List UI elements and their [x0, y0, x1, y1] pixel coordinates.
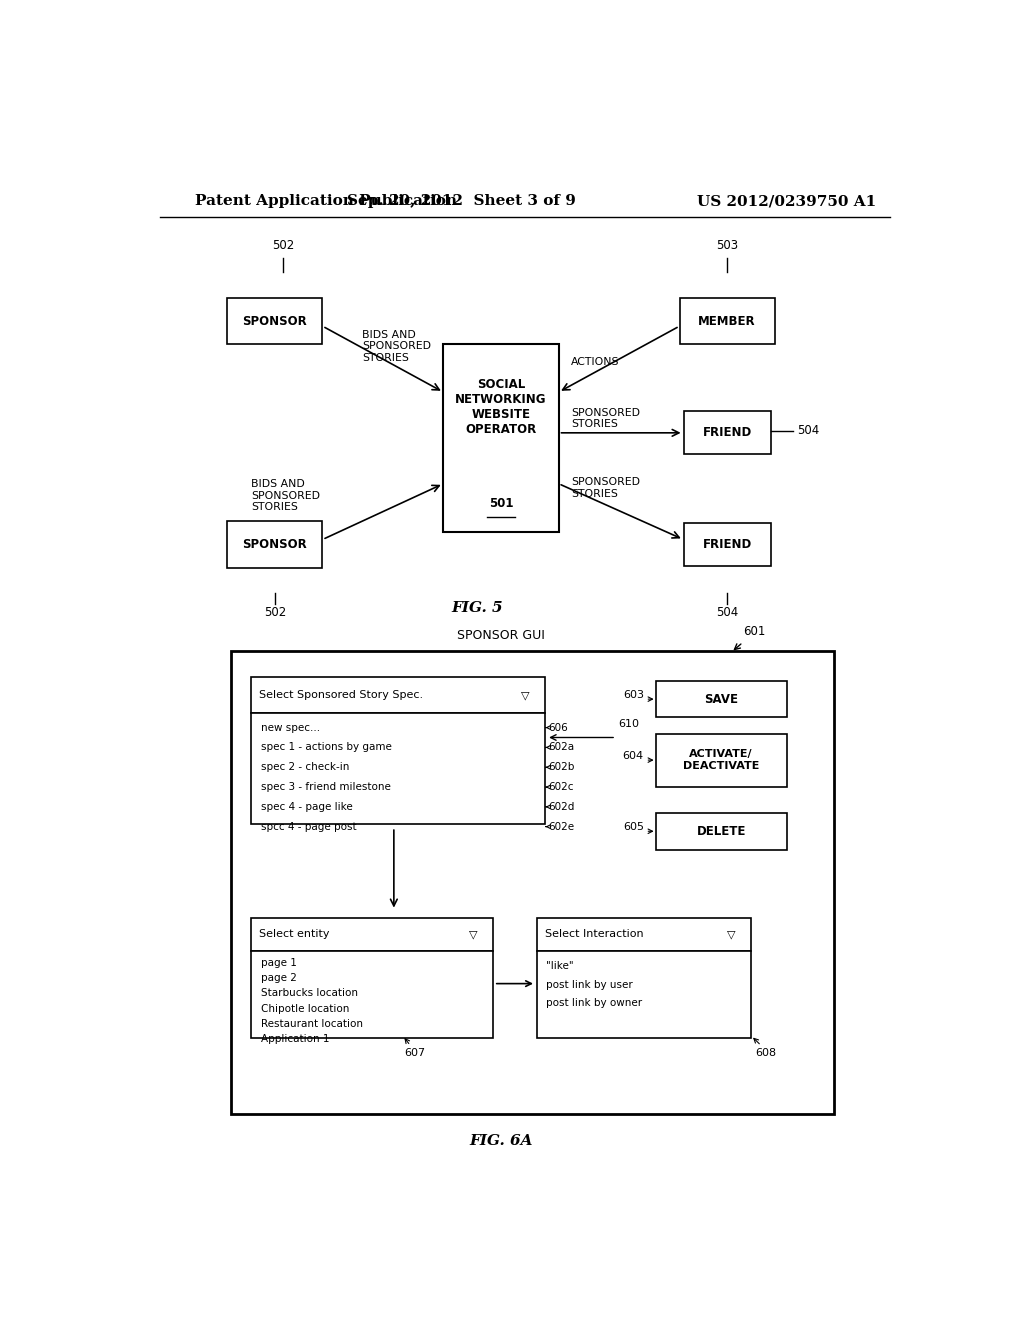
- Text: ▽: ▽: [727, 929, 735, 940]
- Text: ▽: ▽: [469, 929, 477, 940]
- Text: post link by owner: post link by owner: [546, 998, 642, 1008]
- FancyBboxPatch shape: [684, 523, 771, 566]
- Text: 601: 601: [743, 626, 765, 638]
- Text: FRIEND: FRIEND: [702, 426, 752, 440]
- Text: SPONSORED
STORIES: SPONSORED STORIES: [570, 408, 640, 429]
- Text: MEMBER: MEMBER: [698, 314, 756, 327]
- Text: 501: 501: [488, 498, 513, 511]
- Text: spec 4 - page like: spec 4 - page like: [260, 801, 352, 812]
- Text: 504: 504: [716, 606, 738, 619]
- Text: page 1: page 1: [260, 958, 296, 969]
- Text: ACTIONS: ACTIONS: [570, 356, 620, 367]
- Text: SOCIAL
NETWORKING
WEBSITE
OPERATOR: SOCIAL NETWORKING WEBSITE OPERATOR: [456, 379, 547, 437]
- Text: Select Sponsored Story Spec.: Select Sponsored Story Spec.: [259, 690, 423, 700]
- Text: Sep. 20, 2012  Sheet 3 of 9: Sep. 20, 2012 Sheet 3 of 9: [347, 194, 575, 209]
- FancyBboxPatch shape: [537, 917, 751, 952]
- FancyBboxPatch shape: [684, 412, 771, 454]
- Text: Patent Application Publication: Patent Application Publication: [196, 194, 458, 209]
- Text: page 2: page 2: [260, 973, 296, 983]
- FancyBboxPatch shape: [443, 345, 558, 532]
- Text: spec 2 - check-in: spec 2 - check-in: [260, 762, 349, 772]
- FancyBboxPatch shape: [537, 952, 751, 1038]
- FancyBboxPatch shape: [655, 734, 786, 787]
- FancyBboxPatch shape: [655, 681, 786, 718]
- FancyBboxPatch shape: [231, 651, 835, 1114]
- Text: BIDS AND
SPONSORED
STORIES: BIDS AND SPONSORED STORIES: [362, 330, 431, 363]
- Text: 602c: 602c: [549, 781, 574, 792]
- Text: Starbucks location: Starbucks location: [260, 989, 357, 998]
- Text: 502: 502: [264, 606, 286, 619]
- Text: 606: 606: [549, 722, 568, 733]
- Text: SAVE: SAVE: [705, 693, 738, 706]
- Text: SPONSORED
STORIES: SPONSORED STORIES: [570, 477, 640, 499]
- Text: new spec...: new spec...: [260, 722, 319, 733]
- Text: 603: 603: [623, 690, 644, 700]
- Text: 503: 503: [716, 239, 738, 252]
- FancyBboxPatch shape: [251, 677, 545, 713]
- Text: FRIEND: FRIEND: [702, 539, 752, 552]
- Text: 607: 607: [404, 1048, 425, 1057]
- Text: spcc 4 - page post: spcc 4 - page post: [260, 821, 356, 832]
- Text: US 2012/0239750 A1: US 2012/0239750 A1: [697, 194, 877, 209]
- Text: 602d: 602d: [549, 801, 575, 812]
- FancyBboxPatch shape: [680, 297, 775, 345]
- Text: 604: 604: [623, 751, 644, 762]
- Text: ACTIVATE/
DEACTIVATE: ACTIVATE/ DEACTIVATE: [683, 750, 760, 771]
- FancyBboxPatch shape: [251, 713, 545, 824]
- FancyBboxPatch shape: [227, 297, 323, 345]
- Text: 608: 608: [755, 1048, 776, 1057]
- Text: Chipotle location: Chipotle location: [260, 1003, 349, 1014]
- Text: SPONSOR GUI: SPONSOR GUI: [457, 630, 545, 643]
- Text: Restaurant location: Restaurant location: [260, 1019, 362, 1028]
- Text: Select Interaction: Select Interaction: [545, 929, 643, 940]
- FancyBboxPatch shape: [227, 521, 323, 568]
- FancyBboxPatch shape: [251, 917, 494, 952]
- Text: 605: 605: [623, 822, 644, 832]
- Text: 504: 504: [797, 424, 819, 437]
- Text: 602b: 602b: [549, 762, 575, 772]
- Text: FIG. 5: FIG. 5: [452, 601, 503, 615]
- Text: 502: 502: [271, 239, 294, 252]
- Text: post link by user: post link by user: [546, 979, 633, 990]
- Text: DELETE: DELETE: [696, 825, 745, 838]
- Text: BIDS AND
SPONSORED
STORIES: BIDS AND SPONSORED STORIES: [251, 479, 321, 512]
- Text: spec 1 - actions by game: spec 1 - actions by game: [260, 742, 391, 752]
- FancyBboxPatch shape: [655, 813, 786, 850]
- Text: "like": "like": [546, 961, 573, 972]
- Text: FIG. 6A: FIG. 6A: [469, 1134, 532, 1148]
- Text: SPONSOR: SPONSOR: [243, 314, 307, 327]
- FancyBboxPatch shape: [251, 952, 494, 1038]
- Text: 602a: 602a: [549, 742, 574, 752]
- Text: ▽: ▽: [520, 690, 529, 700]
- Text: Select entity: Select entity: [259, 929, 330, 940]
- Text: SPONSOR: SPONSOR: [243, 539, 307, 552]
- Text: Application 1: Application 1: [260, 1034, 329, 1044]
- Text: 610: 610: [618, 719, 639, 730]
- Text: spec 3 - friend milestone: spec 3 - friend milestone: [260, 781, 390, 792]
- Text: 602e: 602e: [549, 821, 574, 832]
